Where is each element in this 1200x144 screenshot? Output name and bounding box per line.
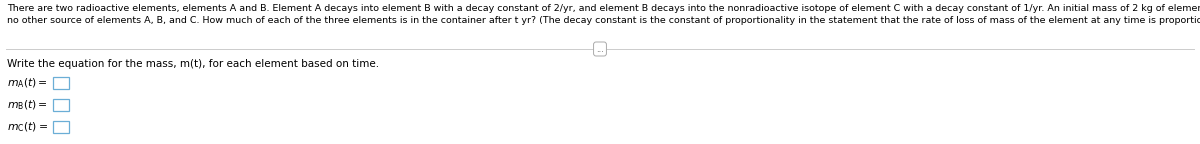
- Text: $m_\mathregular{C}(t)=$: $m_\mathregular{C}(t)=$: [7, 120, 48, 134]
- FancyBboxPatch shape: [53, 99, 70, 111]
- Text: There are two radioactive elements, elements A and B. Element A decays into elem: There are two radioactive elements, elem…: [7, 4, 1200, 13]
- Text: Write the equation for the mass, m(t), for each element based on time.: Write the equation for the mass, m(t), f…: [7, 59, 379, 69]
- Text: $m_\mathregular{A}(t)=$: $m_\mathregular{A}(t)=$: [7, 76, 48, 90]
- FancyBboxPatch shape: [53, 77, 70, 89]
- Text: no other source of elements A, B, and C. How much of each of the three elements : no other source of elements A, B, and C.…: [7, 16, 1200, 25]
- FancyBboxPatch shape: [53, 121, 70, 133]
- Text: ...: ...: [596, 44, 604, 54]
- Text: $m_\mathregular{B}(t)=$: $m_\mathregular{B}(t)=$: [7, 98, 48, 112]
